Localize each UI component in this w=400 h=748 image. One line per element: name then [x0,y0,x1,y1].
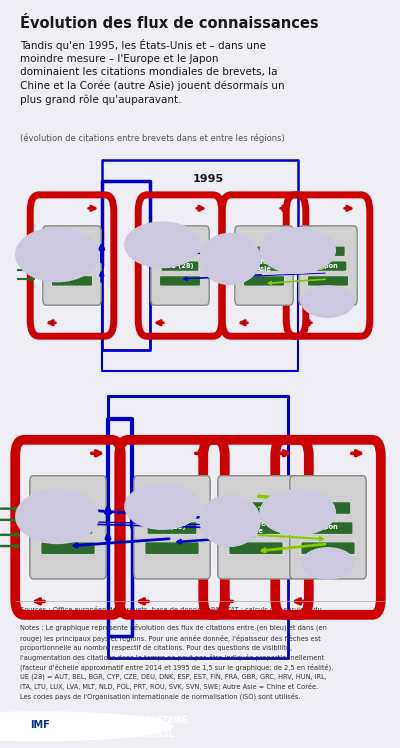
FancyBboxPatch shape [160,276,200,286]
FancyBboxPatch shape [232,522,280,534]
Text: Autre
Asie: Autre Asie [254,259,274,272]
FancyBboxPatch shape [43,226,101,305]
Text: Tandis qu'en 1995, les États-Unis et – dans une
moindre mesure – l'Europe et le : Tandis qu'en 1995, les États-Unis et – d… [20,39,285,105]
Text: Japon: Japon [318,263,338,269]
FancyBboxPatch shape [247,247,281,256]
FancyBboxPatch shape [42,542,94,554]
FancyBboxPatch shape [234,502,278,514]
FancyBboxPatch shape [246,262,282,271]
FancyBboxPatch shape [311,247,345,256]
FancyBboxPatch shape [302,542,354,554]
FancyBboxPatch shape [150,502,194,514]
Text: FONDS MONÉTAIRE: FONDS MONÉTAIRE [104,716,187,725]
Ellipse shape [260,227,335,273]
Text: Japon: Japon [318,524,338,530]
FancyBboxPatch shape [146,542,198,554]
Ellipse shape [200,495,260,546]
FancyBboxPatch shape [54,262,90,271]
FancyBboxPatch shape [151,226,209,305]
Text: UE (28): UE (28) [158,524,186,530]
Ellipse shape [302,548,354,579]
Text: Évolution des flux de connaissances: Évolution des flux de connaissances [20,16,319,31]
Ellipse shape [125,222,200,268]
FancyBboxPatch shape [230,542,282,554]
FancyBboxPatch shape [46,502,90,514]
Ellipse shape [125,484,200,530]
Circle shape [0,712,172,741]
FancyBboxPatch shape [55,247,89,256]
Ellipse shape [16,489,98,544]
Text: (évolution de citations entre brevets dans et entre les régions): (évolution de citations entre brevets da… [20,133,285,143]
FancyBboxPatch shape [148,522,196,534]
Ellipse shape [200,233,260,284]
FancyBboxPatch shape [306,502,350,514]
Ellipse shape [302,286,354,317]
FancyBboxPatch shape [299,226,357,305]
FancyBboxPatch shape [163,247,197,256]
Ellipse shape [260,489,335,535]
FancyBboxPatch shape [134,476,210,579]
Text: États-Unis: États-Unis [53,263,91,269]
FancyBboxPatch shape [310,262,346,271]
Text: 1995: 1995 [192,174,224,184]
FancyBboxPatch shape [44,522,92,534]
Text: INTERNATIONAL: INTERNATIONAL [104,731,174,740]
Text: États-Unis: États-Unis [49,524,87,530]
FancyBboxPatch shape [162,262,198,271]
Text: IMF: IMF [30,720,50,731]
Text: Autre
Asie: Autre Asie [246,521,266,534]
Text: UE (28): UE (28) [166,263,194,269]
FancyBboxPatch shape [290,476,366,579]
FancyBboxPatch shape [244,276,284,286]
Text: 2014: 2014 [192,435,224,445]
FancyBboxPatch shape [304,522,352,534]
FancyBboxPatch shape [235,226,293,305]
FancyBboxPatch shape [52,276,92,286]
FancyBboxPatch shape [30,476,106,579]
FancyBboxPatch shape [218,476,294,579]
Ellipse shape [16,227,98,282]
Text: Sources : Office européen des brevets, base de données PATSTAT ; calculs des ser: Sources : Office européen des brevets, b… [20,606,333,700]
FancyBboxPatch shape [308,276,348,286]
